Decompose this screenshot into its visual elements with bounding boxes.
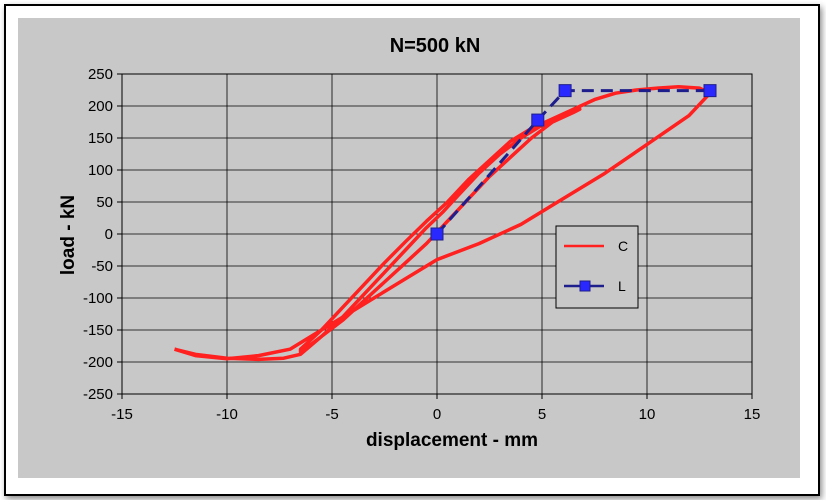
x-tick-label: -10 [216, 406, 238, 423]
y-tick-label: 200 [88, 98, 113, 115]
x-axis-ticks: -15 -10 -5 0 5 10 15 [111, 394, 760, 423]
series-c-line [173, 85, 712, 362]
y-tick-label: -50 [91, 258, 113, 275]
y-axis-label: load - kN [58, 195, 79, 275]
series-l-point [531, 113, 545, 127]
legend: C L [555, 225, 639, 309]
legend-l-marker [579, 280, 591, 292]
y-tick-label: 150 [88, 130, 113, 147]
x-tick-label: 15 [744, 406, 761, 423]
legend-box [555, 225, 639, 309]
legend-c-label: C [618, 238, 628, 254]
y-tick-label: -100 [83, 290, 113, 307]
data-series [173, 84, 717, 362]
x-tick-label: 0 [433, 406, 441, 423]
y-tick-label: 50 [96, 194, 113, 211]
legend-l-label: L [618, 278, 626, 294]
y-tick-label: 100 [88, 162, 113, 179]
y-axis-ticks: -250 -200 -150 -100 -50 0 50 100 150 200 250 [83, 66, 122, 403]
y-tick-label: -200 [83, 354, 113, 371]
x-tick-label: 5 [538, 406, 546, 423]
series-l-point [430, 227, 444, 241]
y-tick-label: -250 [83, 386, 113, 403]
series-l-line [435, 89, 710, 235]
chart-title: N=500 kN [390, 35, 481, 57]
series-l-point [558, 84, 572, 98]
y-tick-label: 0 [105, 226, 113, 243]
y-tick-label: -150 [83, 322, 113, 339]
series-l-point [703, 84, 717, 98]
x-tick-label: -15 [111, 406, 133, 423]
x-axis-label: displacement - mm [366, 430, 538, 451]
x-tick-label: 10 [639, 406, 656, 423]
y-tick-label: 250 [88, 66, 113, 83]
x-tick-label: -5 [325, 406, 338, 423]
